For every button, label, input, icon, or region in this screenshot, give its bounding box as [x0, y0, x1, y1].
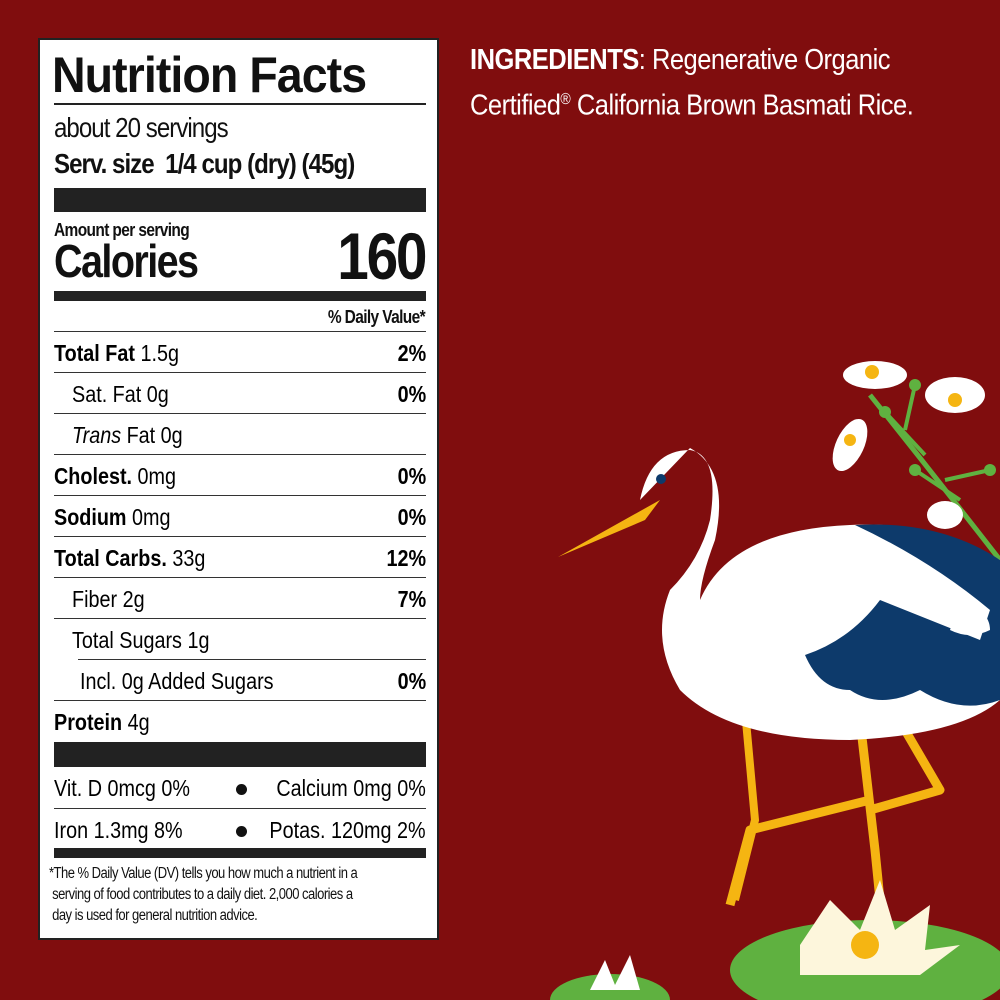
divider — [54, 103, 426, 105]
nutrient-row-cholesterol: Cholest. 0mg 0% — [54, 454, 426, 496]
flower-branch — [832, 361, 1000, 562]
nutrient-row-trans-fat: Trans Fat 0g — [54, 413, 426, 455]
servings-per-container: about 20 servings — [54, 112, 229, 143]
lily-pads — [550, 880, 1000, 1000]
nutrient-row-added-sugars: Incl. 0g Added Sugars 0% — [78, 659, 426, 701]
nutrient-row-sat-fat: Sat. Fat 0g 0% — [54, 372, 426, 414]
calories-value: 160 — [337, 219, 427, 293]
amount-per-serving: Amount per serving — [54, 220, 190, 240]
stork — [558, 448, 1000, 907]
footnote: *The % Daily Value (DV) tells you how mu… — [49, 865, 358, 924]
medium-divider — [54, 848, 426, 858]
serving-size: Serv. size 1/4 cup (dry) (45g) — [54, 148, 355, 179]
nutrient-row-total-carbs: Total Carbs. 33g 12% — [54, 536, 426, 578]
medium-divider — [54, 291, 426, 301]
bullet-dot — [236, 784, 247, 795]
thick-divider — [54, 742, 426, 767]
thick-divider — [54, 188, 426, 212]
vitamin-row: Vit. D 0mcg 0% Calcium 0mg 0% — [54, 775, 426, 801]
vitamin-row: Iron 1.3mg 8% Potas. 120mg 2% — [54, 808, 426, 850]
nutrient-row-protein: Protein 4g — [54, 700, 426, 742]
calories-label: Calories — [54, 235, 199, 287]
nutrient-row-total-fat: Total Fat 1.5g 2% — [54, 331, 426, 373]
nutrition-facts-label: Nutrition Facts about 20 servings Serv. … — [38, 38, 439, 940]
ingredients-text: INGREDIENTS: Regenerative Organic Certifi… — [470, 44, 914, 122]
nutrient-row-sodium: Sodium 0mg 0% — [54, 495, 426, 537]
nutrient-row-total-sugars: Total Sugars 1g — [54, 618, 426, 660]
bullet-dot — [236, 826, 247, 837]
daily-value-header: % Daily Value* — [327, 307, 426, 327]
nutrient-row-fiber: Fiber 2g 7% — [54, 577, 426, 619]
label-title: Nutrition Facts — [52, 47, 367, 103]
